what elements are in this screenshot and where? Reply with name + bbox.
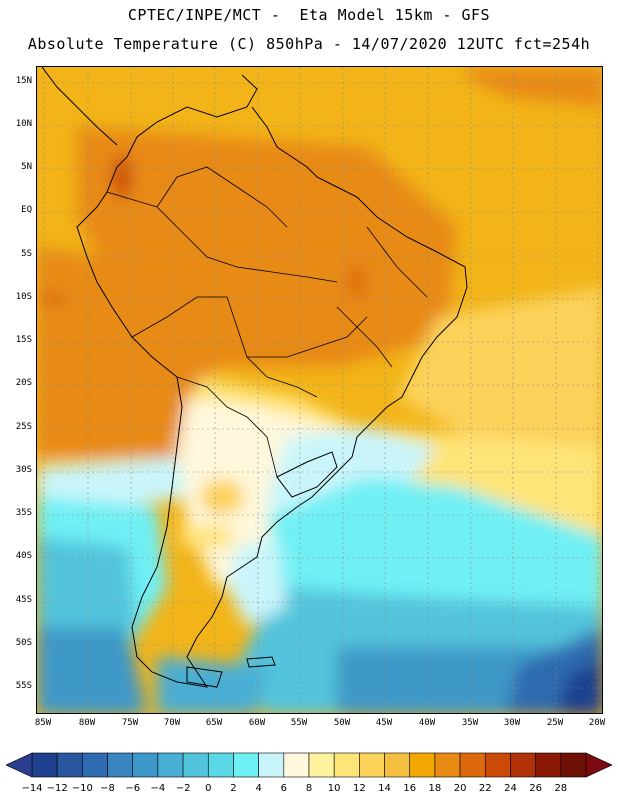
lon-tick-label: 25W	[546, 718, 564, 728]
colorbar-tick-label: −14	[21, 783, 43, 794]
colorbar-high-arrow	[585, 752, 612, 778]
colorbar-cell	[484, 752, 511, 778]
colorbar-cell	[31, 752, 58, 778]
lat-tick-label: 10S	[15, 292, 32, 302]
lon-tick-label: 45W	[375, 718, 393, 728]
temperature-field	[37, 67, 602, 713]
colorbar-cell	[56, 752, 83, 778]
colorbar-cell	[384, 752, 411, 778]
lon-tick-label: 20W	[588, 718, 606, 728]
colorbar-cell	[207, 752, 234, 778]
colorbar-tick-label: −2	[175, 783, 191, 794]
colorbar-cell	[233, 752, 259, 778]
colorbar-tick-label: 10	[327, 783, 341, 794]
lon-tick-label: 85W	[34, 718, 52, 728]
colorbar-tick-label: 28	[554, 783, 568, 794]
lon-tick-label: 35W	[461, 718, 479, 728]
colorbar-cell	[82, 752, 108, 778]
colorbar-tick-label: 0	[205, 783, 212, 794]
colorbar-cell	[132, 752, 159, 778]
lat-tick-label: 5S	[21, 249, 32, 259]
colorbar-cell	[107, 752, 134, 778]
lat-tick-label: 30S	[15, 465, 32, 475]
colorbar-tick-label: −4	[150, 783, 166, 794]
lat-lon-grid	[37, 67, 602, 713]
lon-tick-label: 30W	[503, 718, 521, 728]
map-canvas	[37, 67, 602, 713]
lon-tick-label: 55W	[290, 718, 308, 728]
lat-tick-label: 45S	[15, 595, 32, 605]
lat-tick-label: 40S	[15, 551, 32, 561]
lat-tick-label: 50S	[15, 638, 32, 648]
lon-tick-label: 70W	[163, 718, 181, 728]
colorbar-cell	[510, 752, 536, 778]
colorbar-tick-label: −10	[71, 783, 93, 794]
lon-tick-label: 65W	[205, 718, 223, 728]
colorbar-tick-label: 8	[305, 783, 313, 794]
colorbar-cell	[333, 752, 360, 778]
country-borders	[106, 166, 428, 478]
colorbar-tick-label: 14	[378, 783, 391, 794]
header-title-line2: Absolute Temperature (C) 850hPa - 14/07/…	[27, 35, 591, 53]
colorbar-cell	[459, 752, 486, 778]
lon-tick-label: 75W	[121, 718, 139, 728]
colorbar-low-arrow	[6, 752, 33, 778]
colorbar-tick-label: 2	[230, 783, 237, 794]
colorbar-tick-label: −6	[125, 783, 141, 794]
lon-tick-label: 50W	[333, 718, 351, 728]
lat-tick-label: EQ	[21, 205, 32, 215]
lon-tick-label: 40W	[418, 718, 436, 728]
colorbar-cell	[157, 752, 184, 778]
lat-tick-label: 15S	[15, 335, 32, 345]
colorbar-cell	[409, 752, 436, 778]
header-title-line1: CPTEC/INPE/MCT - Eta Model 15km - GFS	[127, 6, 491, 24]
colorbar-cell	[258, 752, 285, 778]
colorbar-tick-label: 18	[428, 783, 442, 794]
colorbar-tick-label: 4	[255, 783, 262, 794]
coastline	[41, 67, 468, 688]
lat-tick-label: 35S	[15, 508, 32, 518]
colorbar-tick-label: 22	[478, 783, 492, 794]
colorbar-tick-label: 12	[352, 783, 366, 794]
temperature-colorbar	[6, 752, 612, 778]
temperature-map	[36, 66, 603, 714]
lat-tick-label: 20S	[15, 378, 32, 388]
colorbar-tick-label: −12	[46, 783, 68, 794]
lat-tick-label: 15N	[15, 76, 32, 86]
lon-tick-label: 60W	[248, 718, 266, 728]
lon-tick-label: 80W	[78, 718, 96, 728]
colorbar-cell	[182, 752, 209, 778]
colorbar-tick-label: 24	[504, 783, 517, 794]
colorbar-tick-label: 26	[529, 783, 542, 794]
colorbar-cell	[560, 752, 587, 778]
colorbar-cell	[359, 752, 385, 778]
colorbar-tick-label: 6	[280, 783, 287, 794]
colorbar-cell	[535, 752, 562, 778]
lat-tick-label: 25S	[15, 422, 32, 432]
colorbar-tick-label: −8	[100, 783, 115, 794]
colorbar-tick-label: 20	[453, 783, 467, 794]
colorbar-cell	[308, 752, 335, 778]
colorbar-tick-label: 16	[403, 783, 417, 794]
lat-tick-label: 10N	[15, 119, 32, 129]
colorbar-cell	[283, 752, 310, 778]
lat-tick-label: 55S	[15, 681, 32, 691]
lat-tick-label: 5N	[21, 162, 32, 172]
colorbar-cell	[434, 752, 461, 778]
